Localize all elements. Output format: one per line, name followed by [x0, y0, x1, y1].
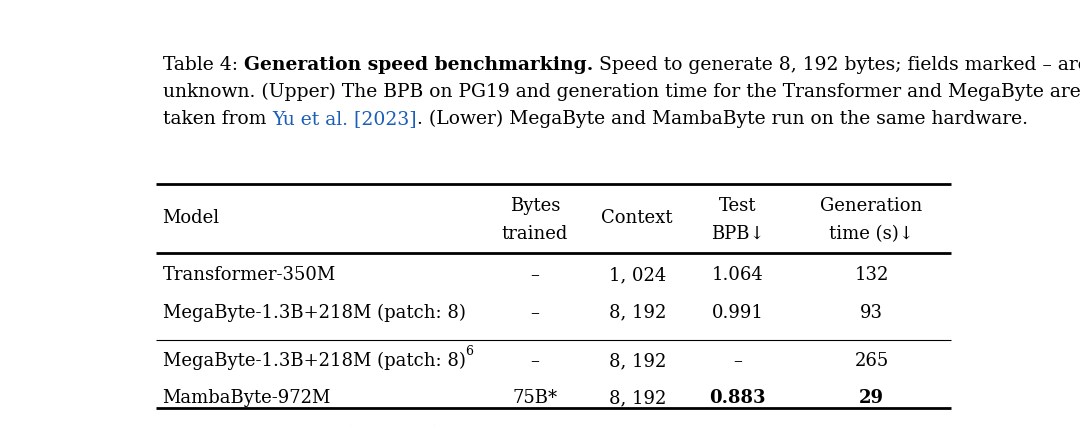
Text: 29: 29: [859, 389, 885, 407]
Text: Bytes: Bytes: [510, 197, 561, 215]
Text: Generation speed benchmarking.: Generation speed benchmarking.: [244, 56, 593, 74]
Text: Test: Test: [719, 197, 756, 215]
Text: Model: Model: [163, 210, 219, 227]
Text: 132: 132: [854, 266, 889, 284]
Text: –: –: [530, 266, 540, 284]
Text: –: –: [733, 352, 742, 370]
Text: Generation: Generation: [821, 197, 922, 215]
Text: –: –: [530, 352, 540, 370]
Text: 0.883: 0.883: [710, 389, 766, 407]
Text: time (s)↓: time (s)↓: [829, 225, 914, 243]
Text: 1, 024: 1, 024: [608, 266, 666, 284]
Text: 75B*: 75B*: [513, 389, 557, 407]
Text: taken from: taken from: [163, 110, 272, 128]
Text: 8, 192: 8, 192: [608, 304, 666, 322]
Text: 6: 6: [465, 345, 473, 358]
Text: trained: trained: [502, 225, 568, 243]
Text: Context: Context: [602, 210, 673, 227]
Text: . (Lower) MegaByte and MambaByte run on the same hardware.: . (Lower) MegaByte and MambaByte run on …: [417, 110, 1028, 128]
Text: –: –: [530, 304, 540, 322]
Text: 1.064: 1.064: [712, 266, 764, 284]
Text: MegaByte-1.3B+218M (patch: 8): MegaByte-1.3B+218M (patch: 8): [163, 304, 465, 322]
Text: 0.991: 0.991: [712, 304, 764, 322]
Text: Transformer-350M: Transformer-350M: [163, 266, 336, 284]
Text: MambaByte-972M: MambaByte-972M: [163, 389, 330, 407]
Text: 265: 265: [854, 352, 889, 370]
Text: unknown. (Upper) The BPB on PG19 and generation time for the Transformer and Meg: unknown. (Upper) The BPB on PG19 and gen…: [163, 83, 1080, 101]
Text: 8, 192: 8, 192: [608, 352, 666, 370]
Text: BPB↓: BPB↓: [711, 225, 765, 243]
Text: MegaByte-1.3B+218M (patch: 8): MegaByte-1.3B+218M (patch: 8): [163, 352, 465, 371]
Text: 8, 192: 8, 192: [608, 389, 666, 407]
Text: Table 4:: Table 4:: [163, 56, 244, 74]
Text: Yu et al. [2023]: Yu et al. [2023]: [272, 110, 417, 128]
Text: Speed to generate 8, 192 bytes; fields marked – are: Speed to generate 8, 192 bytes; fields m…: [593, 56, 1080, 74]
Text: 93: 93: [860, 304, 883, 322]
